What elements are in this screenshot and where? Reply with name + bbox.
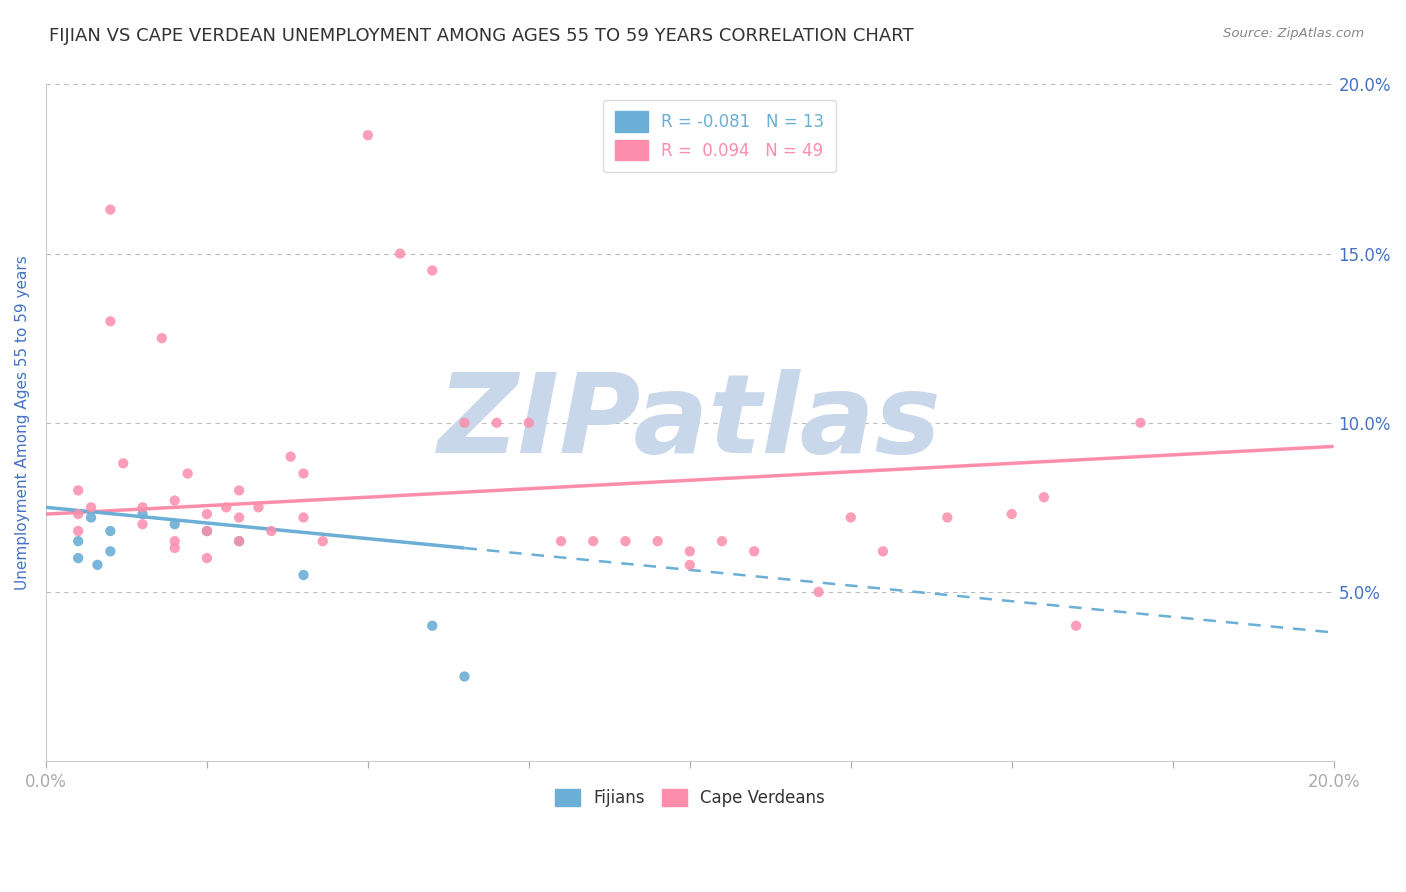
Point: [292, 510, 315, 524]
Point: [292, 568, 315, 582]
Point: [67, 507, 90, 521]
Point: [312, 534, 335, 549]
Point: [1129, 416, 1152, 430]
Point: [485, 416, 508, 430]
Point: [1001, 507, 1024, 521]
Point: [711, 534, 734, 549]
Point: [80, 500, 103, 515]
Point: [1064, 619, 1087, 633]
Point: [679, 558, 702, 572]
Point: [163, 517, 186, 532]
Point: [98, 202, 121, 217]
Point: [131, 507, 153, 521]
Point: [742, 544, 765, 558]
Point: [163, 541, 186, 555]
Point: [247, 500, 270, 515]
Point: [872, 544, 894, 558]
Point: [517, 416, 540, 430]
Point: [647, 534, 669, 549]
Point: [1032, 490, 1054, 504]
Point: [215, 500, 238, 515]
Point: [228, 534, 250, 549]
Y-axis label: Unemployment Among Ages 55 to 59 years: Unemployment Among Ages 55 to 59 years: [15, 255, 30, 591]
Point: [292, 467, 315, 481]
Point: [80, 510, 103, 524]
Point: [228, 510, 250, 524]
Point: [67, 524, 90, 538]
Point: [98, 524, 121, 538]
Point: [67, 483, 90, 498]
Point: [150, 331, 173, 345]
Point: [195, 551, 218, 566]
Point: [582, 534, 605, 549]
Point: [98, 544, 121, 558]
Point: [679, 544, 702, 558]
Point: [195, 524, 218, 538]
Point: [163, 534, 186, 549]
Point: [807, 585, 830, 599]
Text: Source: ZipAtlas.com: Source: ZipAtlas.com: [1223, 27, 1364, 40]
Text: FIJIAN VS CAPE VERDEAN UNEMPLOYMENT AMONG AGES 55 TO 59 YEARS CORRELATION CHART: FIJIAN VS CAPE VERDEAN UNEMPLOYMENT AMON…: [49, 27, 914, 45]
Point: [195, 524, 218, 538]
Point: [67, 534, 90, 549]
Point: [228, 483, 250, 498]
Point: [357, 128, 380, 143]
Point: [131, 517, 153, 532]
Point: [453, 669, 475, 683]
Point: [280, 450, 302, 464]
Point: [839, 510, 862, 524]
Point: [98, 314, 121, 328]
Point: [112, 456, 135, 470]
Point: [67, 551, 90, 566]
Point: [936, 510, 959, 524]
Legend: Fijians, Cape Verdeans: Fijians, Cape Verdeans: [548, 782, 831, 814]
Point: [420, 263, 443, 277]
Point: [163, 493, 186, 508]
Point: [550, 534, 572, 549]
Point: [614, 534, 637, 549]
Point: [260, 524, 283, 538]
Text: ZIPatlas: ZIPatlas: [437, 369, 942, 476]
Point: [195, 507, 218, 521]
Point: [176, 467, 198, 481]
Point: [131, 500, 153, 515]
Point: [389, 246, 412, 260]
Point: [228, 534, 250, 549]
Point: [420, 619, 443, 633]
Point: [86, 558, 108, 572]
Point: [453, 416, 475, 430]
